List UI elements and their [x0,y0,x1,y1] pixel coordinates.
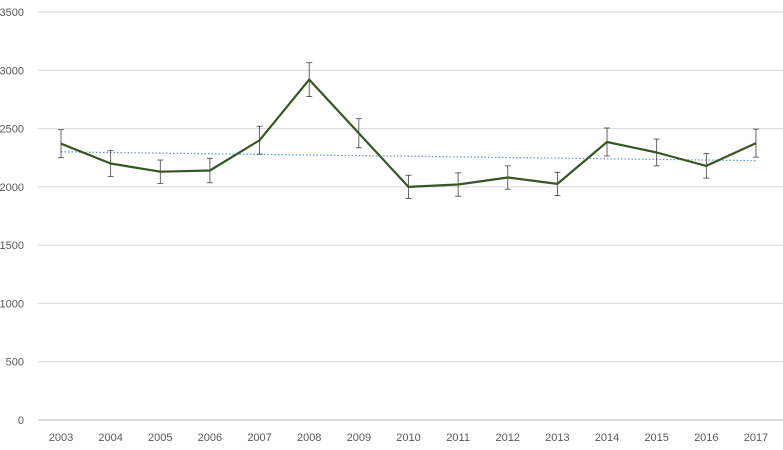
x-tick-label: 2004 [98,432,122,444]
x-tick-label: 2007 [247,432,271,444]
trendline [60,151,756,162]
x-tick-label: 2016 [694,432,718,444]
x-tick-label: 2012 [496,432,520,444]
x-tick-label: 2008 [297,432,321,444]
error-bars [58,62,759,199]
y-axis: 0 500 1000 1500 2000 2500 3000 3500 [0,7,24,427]
x-tick-label: 2014 [595,432,619,444]
gridlines [38,11,783,363]
x-tick-label: 2011 [446,432,470,444]
y-tick-label: 500 [6,357,24,369]
x-axis: 2003 2004 2005 2006 2007 2008 2009 2010 2011 2012… [49,432,768,444]
x-tick-label: 2013 [545,432,569,444]
y-tick-label: 0 [18,415,24,427]
x-tick-label: 2005 [148,432,172,444]
y-tick-label: 3000 [0,65,24,77]
x-tick-label: 2003 [49,432,73,444]
y-tick-label: 1500 [0,240,24,252]
x-tick-label: 2015 [644,432,668,444]
x-tick-label: 2017 [744,432,768,444]
x-tick-label: 2009 [347,432,371,444]
y-tick-label: 2500 [0,124,24,136]
x-tick-label: 2006 [198,432,222,444]
series-line-layer [60,78,757,188]
y-tick-label: 1000 [0,298,24,310]
series-line [60,78,757,188]
x-tick-label: 2010 [396,432,420,444]
y-tick-label: 3500 [0,7,24,19]
trendline [60,151,756,162]
y-tick-label: 2000 [0,182,24,194]
